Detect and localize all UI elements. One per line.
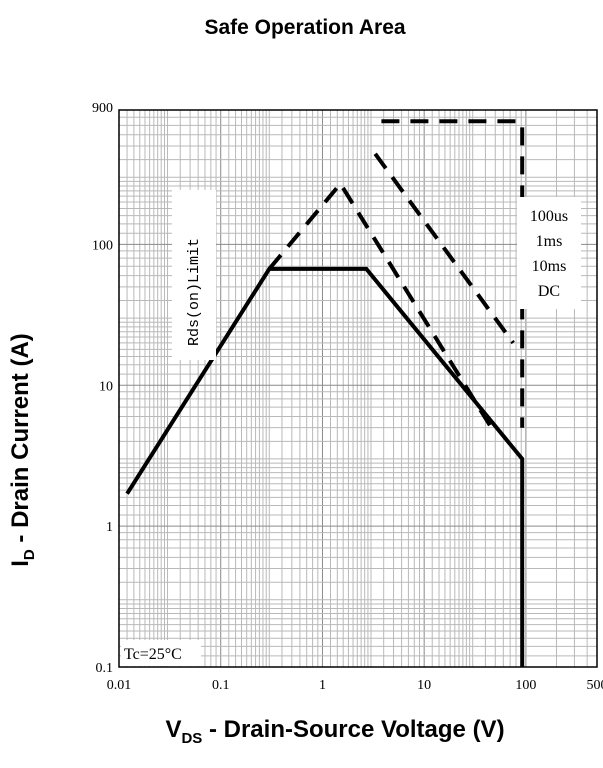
chart-title: Safe Operation Area <box>204 16 405 39</box>
legend-entry: DC <box>538 283 560 300</box>
y-tick-label: 900 <box>92 101 113 116</box>
x-tick-label: 10 <box>417 678 431 693</box>
x-axis-label-rest: - Drain-Source Voltage (V) <box>202 716 504 743</box>
legend: 100us 1ms 10ms DC <box>530 208 568 300</box>
legend-box <box>517 197 581 309</box>
x-axis-label: VDS - Drain-Source Voltage (V) <box>165 716 504 747</box>
rds-limit-box <box>172 190 216 360</box>
y-axis-label: ID - Drain Current (A) <box>7 333 38 567</box>
x-tick-label: 100 <box>515 678 536 693</box>
x-tick-labels: 0.01 0.1 1 10 100 500 <box>107 678 603 693</box>
y-tick-label: 10 <box>99 379 113 394</box>
y-tick-label: 100 <box>92 238 113 253</box>
legend-entry: 10ms <box>532 258 567 275</box>
y-axis-label-sub: D <box>21 549 38 560</box>
x-tick-label: 1 <box>319 678 326 693</box>
y-tick-label: 1 <box>106 520 113 535</box>
tc-box <box>121 640 201 666</box>
y-axis-label-main: I <box>7 560 34 567</box>
y-axis-label-rest: - Drain Current (A) <box>7 333 34 549</box>
y-tick-label: 0.1 <box>96 661 114 676</box>
series-dc-line <box>125 266 525 667</box>
series-10ms-line <box>267 180 498 436</box>
series-100us-line <box>381 119 525 428</box>
legend-entry: 100us <box>530 208 568 225</box>
plot-frame <box>118 109 598 668</box>
legend-entry: 1ms <box>536 233 563 250</box>
y-tick-labels: 0.1 1 10 100 900 <box>92 101 113 676</box>
x-axis-label-main: V <box>165 716 181 743</box>
rds-limit-label: Rds(on)Limit <box>186 238 203 346</box>
x-axis-label-sub: DS <box>181 730 202 747</box>
x-tick-label: 500 <box>587 678 603 693</box>
x-tick-label: 0.01 <box>107 678 132 693</box>
tc-label: Tc=25°C <box>124 646 182 663</box>
series-1ms-line <box>373 152 515 345</box>
x-tick-label: 0.1 <box>212 678 230 693</box>
